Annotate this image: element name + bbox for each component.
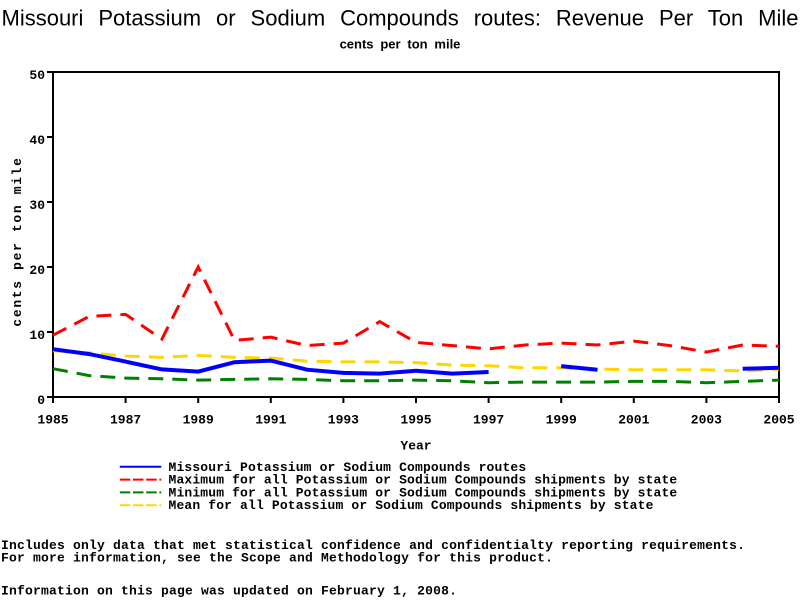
svg-text:0: 0 [37, 393, 45, 408]
svg-text:1999: 1999 [546, 413, 577, 428]
svg-text:Mean for all Potassium or Sodi: Mean for all Potassium or Sodium Compoun… [169, 498, 654, 513]
svg-text:1997: 1997 [473, 413, 504, 428]
svg-text:Missouri Potassium or Sodium C: Missouri Potassium or Sodium Compounds r… [2, 6, 799, 31]
svg-text:2005: 2005 [763, 413, 794, 428]
svg-text:1985: 1985 [37, 413, 68, 428]
svg-text:30: 30 [29, 198, 45, 213]
svg-text:50: 50 [29, 68, 45, 83]
svg-text:Minimum for all Potassium or S: Minimum for all Potassium or Sodium Comp… [169, 485, 678, 500]
svg-text:10: 10 [29, 328, 45, 343]
svg-text:Includes only data that met st: Includes only data that met statistical … [1, 538, 745, 553]
svg-text:Missouri Potassium or Sodium C: Missouri Potassium or Sodium Compounds r… [169, 460, 527, 475]
svg-text:1989: 1989 [183, 413, 214, 428]
svg-text:1987: 1987 [110, 413, 141, 428]
svg-text:1993: 1993 [328, 413, 359, 428]
svg-text:1995: 1995 [400, 413, 431, 428]
svg-text:For more information, see the: For more information, see the Scope and … [1, 550, 553, 565]
svg-text:20: 20 [29, 263, 45, 278]
svg-text:40: 40 [29, 133, 45, 148]
svg-text:2001: 2001 [618, 413, 649, 428]
svg-text:Year: Year [400, 439, 431, 454]
svg-text:2003: 2003 [691, 413, 722, 428]
svg-text:Information on this page was u: Information on this page was updated on … [1, 584, 457, 599]
svg-text:cents per ton mile: cents per ton mile [340, 37, 461, 52]
svg-text:Maximum for all Potassium or S: Maximum for all Potassium or Sodium Comp… [169, 473, 678, 488]
svg-text:cents per ton mile: cents per ton mile [10, 156, 25, 326]
svg-text:1991: 1991 [255, 413, 286, 428]
